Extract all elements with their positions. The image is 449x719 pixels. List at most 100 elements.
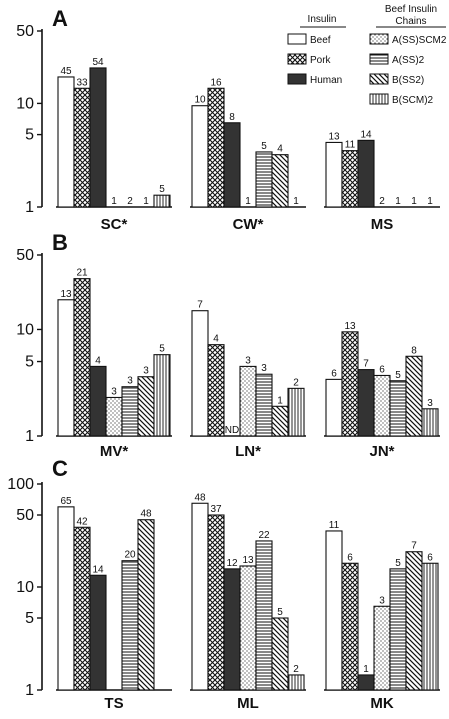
legend-label: Beef [310, 35, 331, 46]
data-label: 6 [427, 552, 433, 563]
data-label: 3 [143, 366, 149, 377]
bar-pork [73, 526, 91, 691]
legend-item-b-ss2: B(SS2) [369, 73, 424, 86]
data-label: 48 [140, 509, 152, 520]
bar-human [89, 67, 107, 208]
bar-b-ss2 [271, 405, 289, 437]
bar-b-ss2 [271, 617, 289, 691]
legend-label: A(SS)2 [392, 55, 425, 66]
legend-swatch [369, 53, 389, 65]
bar-b-ss2 [137, 519, 155, 691]
data-label: 4 [277, 144, 283, 155]
legend-item-a-ss-2: A(SS)2 [369, 53, 425, 66]
data-label: 2 [293, 664, 299, 675]
legend-item-a-ss-scm2: A(SS)SCM2 [369, 33, 447, 46]
bar-a-ss-2 [389, 568, 407, 691]
bar-pork [341, 150, 359, 208]
legend-swatch [369, 73, 389, 85]
legend-swatch [369, 93, 389, 105]
data-label: 4 [95, 355, 101, 366]
legend-label: Pork [310, 55, 332, 66]
bar-b-scm-2 [287, 674, 305, 691]
data-label: 14 [92, 564, 104, 575]
bar-pork [73, 87, 91, 208]
data-label: 13 [344, 321, 356, 332]
data-label: 6 [379, 364, 385, 375]
data-label: 1 [245, 196, 251, 207]
data-label: 48 [194, 492, 206, 503]
group-label: TS [104, 695, 123, 712]
y-tick-label: 5 [25, 610, 34, 627]
group-label: JN* [369, 443, 394, 460]
bar-a-ss-scm2 [105, 396, 123, 437]
data-label: 54 [92, 57, 104, 68]
bar-group-ts: 65 42 14 20 48 TS [56, 496, 172, 712]
data-label: 1 [363, 664, 369, 675]
bar-b-ss2 [137, 376, 155, 437]
data-label: ND [225, 425, 239, 436]
data-label: 13 [242, 555, 254, 566]
panel-letter: A [52, 6, 68, 31]
bar-a-ss-scm2 [239, 565, 257, 691]
bar-beef [57, 506, 75, 691]
bar-beef [191, 502, 209, 691]
data-label: 16 [210, 77, 222, 88]
data-label: 11 [345, 140, 356, 151]
data-label: 1 [143, 196, 149, 207]
panel-letter: C [52, 456, 68, 481]
data-label: 37 [210, 504, 222, 515]
bar-beef [325, 530, 343, 691]
bar-pork [73, 278, 91, 437]
data-label: 42 [76, 516, 88, 527]
data-label: 8 [229, 112, 235, 123]
bar-b-ss2 [405, 551, 423, 691]
bar-b-ss2 [405, 355, 423, 437]
bar-beef [325, 378, 343, 437]
bar-human [357, 674, 375, 691]
bar-a-ss-scm2 [373, 374, 391, 437]
group-label: SC* [101, 216, 128, 233]
bar-group-ml: 48 37 12 13 22 5 2 ML [190, 492, 306, 712]
data-label: 33 [76, 77, 88, 88]
data-label: 22 [258, 530, 270, 541]
bar-human [89, 365, 107, 437]
data-label: 65 [60, 496, 72, 507]
data-label: 20 [124, 550, 136, 561]
bar-pork [341, 562, 359, 691]
bar-pork [207, 344, 225, 437]
data-label: 3 [261, 363, 267, 374]
data-label: 7 [363, 359, 369, 370]
data-label: 21 [76, 268, 88, 279]
data-label: 4 [213, 334, 219, 345]
data-label: 1 [411, 196, 417, 207]
bar-b-scm-2 [421, 562, 439, 691]
legend-label: Human [310, 75, 342, 86]
y-tick-label: 100 [7, 476, 34, 493]
legend-chains-title: Chains [395, 16, 426, 27]
bar-b-scm-2 [153, 354, 171, 437]
y-tick-label: 1 [25, 428, 34, 445]
bar-b-ss2 [271, 154, 289, 208]
bar-group-ln: 7 4 ND 33 12 LN* [190, 300, 306, 460]
bar-a-ss-scm2 [239, 365, 257, 437]
bar-human [357, 369, 375, 437]
legend-chains-title: Beef Insulin [385, 4, 437, 15]
group-label: MS [371, 216, 394, 233]
data-label: 5 [159, 344, 165, 355]
panel-letter: B [52, 230, 68, 255]
data-label: 11 [329, 520, 340, 531]
legend-swatch [287, 73, 307, 85]
bar-human [223, 122, 241, 208]
data-label: 1 [427, 196, 433, 207]
data-label: 6 [331, 368, 337, 379]
data-label: 12 [226, 558, 238, 569]
bar-b-scm-2 [153, 194, 171, 208]
legend-label: B(SCM)2 [392, 95, 434, 106]
data-label: 5 [395, 370, 401, 381]
bar-b-scm-2 [287, 387, 305, 437]
